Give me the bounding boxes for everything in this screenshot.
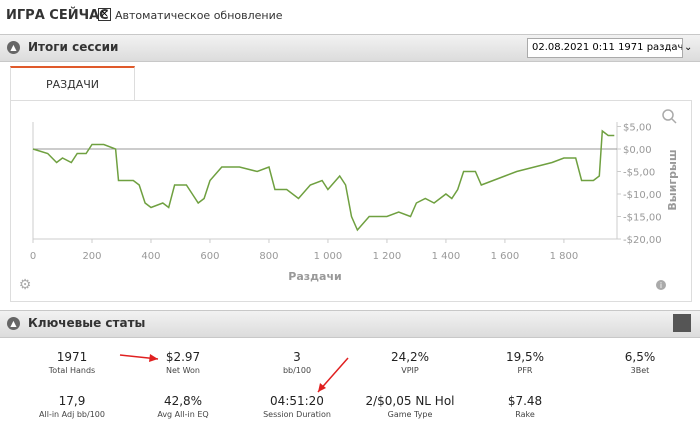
stat-label: Game Type (387, 410, 433, 419)
zoom-icon-handle (671, 118, 677, 124)
tab[interactable]: РАЗДАЧИ (10, 66, 135, 101)
page-title: ИГРА СЕЙЧАС (6, 8, 109, 23)
stat-value: 24,2% (390, 350, 430, 364)
x-tick-label: 0 (30, 251, 36, 262)
series-line (32, 129, 615, 232)
x-tick-label: 1 400 (432, 251, 461, 262)
stat-value: 3 (293, 350, 301, 364)
auto-update-label[interactable]: Автоматическое обновление (115, 9, 283, 22)
stat-label: Net Won (166, 366, 200, 375)
stat: 04:51:20 Session Duration (242, 394, 352, 419)
checkbox[interactable]: ✕ (98, 8, 111, 21)
stat: 19,5% PFR (470, 350, 580, 375)
x-tick-label: 1 600 (491, 251, 520, 262)
stat-label: Total Hands (48, 366, 96, 375)
stat: 42,8% Avg All-in EQ (128, 394, 238, 419)
stat-value: 04:51:20 (270, 394, 324, 408)
stat-label: bb/100 (282, 366, 312, 375)
stat-value: 42,8% (163, 394, 203, 408)
y-axis-title: Выигрыш (666, 149, 679, 210)
stat-label: 3Bet (630, 366, 650, 375)
collapse-icon[interactable]: ▲ (7, 317, 20, 330)
layout-button[interactable] (673, 314, 691, 332)
stat-value: 17,9 (58, 394, 86, 408)
stat-label: All-in Adj bb/100 (39, 410, 105, 419)
x-axis-title: Раздачи (288, 270, 341, 283)
stat-value: 1971 (56, 350, 88, 364)
y-tick-label: $0,00 (623, 145, 652, 156)
y-tick-label: -$20,00 (623, 235, 662, 246)
session-header: ▲ Итоги сессии 02.08.2021 0:11 1971 разд… (0, 34, 700, 62)
x-tick-label: 600 (200, 251, 219, 262)
zoom-icon[interactable] (662, 109, 674, 121)
settings-icon[interactable]: ⚙ (19, 277, 32, 293)
x-tick-label: 1 000 (314, 251, 343, 262)
stat: 2/$0,05 NL Hol Game Type (355, 394, 465, 419)
session-dropdown[interactable]: 02.08.2021 0:11 1971 раздач) (527, 38, 683, 58)
x-tick-label: 800 (259, 251, 278, 262)
stat-label: Session Duration (263, 410, 331, 419)
dropdown-arrow[interactable]: ⌄ (684, 42, 693, 53)
stats-title: Ключевые статы (28, 316, 146, 330)
chart: Раздачи Выигрыш ⚙ i $5,00 $0,00 -$5,00 -$10… (19, 109, 679, 293)
stat-label: Avg All-in EQ (157, 410, 209, 419)
stats-header: ▲ Ключевые статы (0, 310, 700, 338)
stat: $2.97 Net Won (128, 350, 238, 375)
x-tick-label: 200 (82, 251, 101, 262)
stat-value: 19,5% (505, 350, 545, 364)
stat-label: VPIP (401, 366, 419, 375)
stat: 24,2% VPIP (355, 350, 465, 375)
info-icon-glyph: i (660, 281, 662, 290)
collapse-icon[interactable]: ▲ (7, 41, 20, 54)
y-tick-label: -$5,00 (623, 168, 655, 179)
stat-label: PFR (517, 366, 533, 375)
stat: 6,5% 3Bet (585, 350, 695, 375)
y-tick-label: $5,00 (623, 123, 652, 134)
stat-label: Rake (515, 410, 535, 419)
annotations (119, 354, 349, 393)
stat: 3 bb/100 (242, 350, 352, 375)
y-tick-label: -$10,00 (623, 190, 662, 201)
stat: 1971 Total Hands (17, 350, 127, 375)
x-tick-label: 1 200 (373, 251, 402, 262)
x-tick-label: 400 (141, 251, 160, 262)
stat: 17,9 All-in Adj bb/100 (17, 394, 127, 419)
info-icon[interactable] (656, 280, 666, 290)
y-tick-label: -$15,00 (623, 213, 662, 224)
arrow-head (318, 383, 326, 392)
stat-value: $7.48 (507, 394, 543, 408)
stat-value: $2.97 (165, 350, 201, 364)
session-title: Итоги сессии (28, 40, 119, 54)
x-tick-label: 1 800 (550, 251, 579, 262)
stat-value: 6,5% (624, 350, 656, 364)
stat: $7.48 Rake (470, 394, 580, 419)
chart-panel (10, 100, 692, 302)
arrow-head (149, 354, 158, 362)
stat-value: 2/$0,05 NL Hol (365, 394, 455, 408)
